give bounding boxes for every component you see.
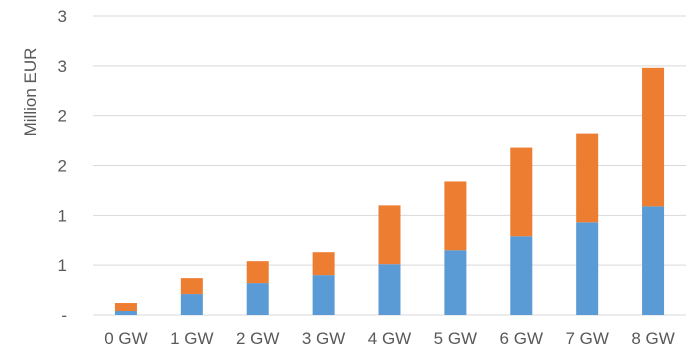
y-tick-label: 2: [58, 107, 67, 126]
x-tick-label: 5 GW: [434, 329, 477, 348]
bar-series: [114, 67, 665, 315]
y-tick-label: 2: [58, 157, 67, 176]
bar-segment-series-2: [444, 181, 467, 251]
bar-segment-series-2: [642, 67, 665, 207]
bar-segment-series-1: [180, 294, 203, 315]
bar-segment-series-1: [510, 236, 533, 315]
bar-segment-series-2: [312, 252, 335, 276]
x-tick-label: 6 GW: [500, 329, 543, 348]
y-tick-label: 3: [58, 7, 67, 26]
x-axis-ticks: 0 GW 1 GW 2 GW 3 GW 4 GW 5 GW 6 GW 7 GW 8 GW: [104, 329, 675, 348]
bar-segment-series-1: [642, 206, 665, 315]
bar-segment-series-1: [114, 311, 137, 315]
bar-segment-series-2: [378, 205, 401, 265]
x-tick-label: 8 GW: [631, 329, 674, 348]
bar-segment-series-1: [444, 250, 467, 315]
x-tick-label: 2 GW: [236, 329, 279, 348]
bar-segment-series-1: [312, 275, 335, 315]
y-tick-label: 3: [58, 57, 67, 76]
bar-segment-series-1: [246, 283, 269, 315]
y-axis-title: Million EUR: [21, 48, 40, 137]
x-tick-label: 3 GW: [302, 329, 345, 348]
y-axis-ticks: - 1 1 2 2 3 3: [58, 7, 67, 325]
y-tick-label: -: [61, 306, 67, 325]
x-tick-label: 4 GW: [368, 329, 411, 348]
bar-segment-series-2: [180, 278, 203, 295]
y-tick-label: 1: [58, 206, 67, 225]
bar-segment-series-2: [510, 147, 533, 237]
bar-segment-series-1: [378, 264, 401, 315]
bar-segment-series-1: [576, 222, 599, 315]
bar-segment-series-2: [576, 133, 599, 223]
bar-segment-series-2: [114, 303, 137, 312]
bar-segment-series-2: [246, 261, 269, 284]
y-tick-label: 1: [58, 256, 67, 275]
x-tick-label: 0 GW: [104, 329, 147, 348]
x-tick-label: 7 GW: [565, 329, 608, 348]
x-tick-label: 1 GW: [170, 329, 213, 348]
